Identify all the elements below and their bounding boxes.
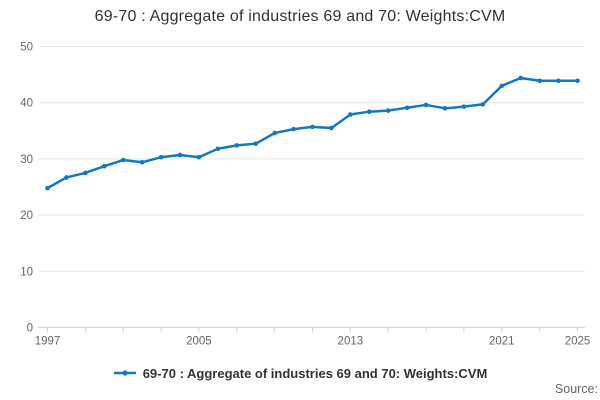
x-tick-label: 2005 <box>186 336 212 348</box>
data-point-marker <box>348 112 353 117</box>
data-point-marker <box>139 159 145 165</box>
legend-label: 69-70 : Aggregate of industries 69 and 7… <box>142 365 488 381</box>
data-point-marker <box>556 78 561 84</box>
data-point-marker <box>461 104 467 109</box>
x-tick-label: 2025 <box>565 336 591 348</box>
y-tick-label: 20 <box>20 210 33 222</box>
data-point-marker <box>329 125 334 131</box>
data-point-marker <box>196 154 202 160</box>
y-tick-label: 10 <box>20 266 33 278</box>
data-point-marker <box>518 75 524 81</box>
data-point-marker <box>101 163 107 169</box>
data-point-marker <box>83 170 88 176</box>
data-point-marker <box>480 102 486 107</box>
legend-marker-dot <box>122 370 128 376</box>
line-chart: 0 10 20 30 40 50 1997 2005 2013 2021 2025 <box>20 42 591 348</box>
chart-title: 69-70 : Aggregate of industries 69 and 7… <box>94 8 506 25</box>
data-point-marker <box>158 154 164 160</box>
y-tick-label: 40 <box>20 98 33 110</box>
y-tick-label: 30 <box>20 154 33 166</box>
data-point-marker <box>215 146 221 152</box>
legend-line-marker-icon <box>113 370 136 376</box>
data-point-marker <box>253 141 259 147</box>
x-tick-label: 2021 <box>489 336 515 348</box>
y-tick-label: 50 <box>20 42 33 54</box>
data-point-marker <box>120 157 126 163</box>
series-line <box>46 76 579 190</box>
data-point-marker <box>385 108 391 113</box>
source-label: Source: <box>554 382 598 396</box>
data-point-marker <box>537 78 542 84</box>
data-point-marker <box>291 126 296 132</box>
data-point-marker <box>404 105 410 111</box>
x-tick-label: 1997 <box>35 336 61 348</box>
y-tick-label: 0 <box>27 323 33 335</box>
data-point-marker <box>499 83 505 89</box>
x-tick-label: 2013 <box>338 336 364 348</box>
data-point-marker <box>575 78 580 84</box>
data-point-marker <box>234 143 240 148</box>
data-point-marker <box>366 109 372 114</box>
data-point-marker <box>272 130 277 136</box>
data-point-marker <box>423 102 429 108</box>
data-point-marker <box>177 152 183 158</box>
data-point-marker <box>64 175 69 180</box>
data-point-marker <box>310 124 315 130</box>
data-point-marker <box>45 185 50 191</box>
legend-item[interactable]: 69-70 : Aggregate of industries 69 and 7… <box>0 364 600 382</box>
data-point-marker <box>442 106 448 111</box>
